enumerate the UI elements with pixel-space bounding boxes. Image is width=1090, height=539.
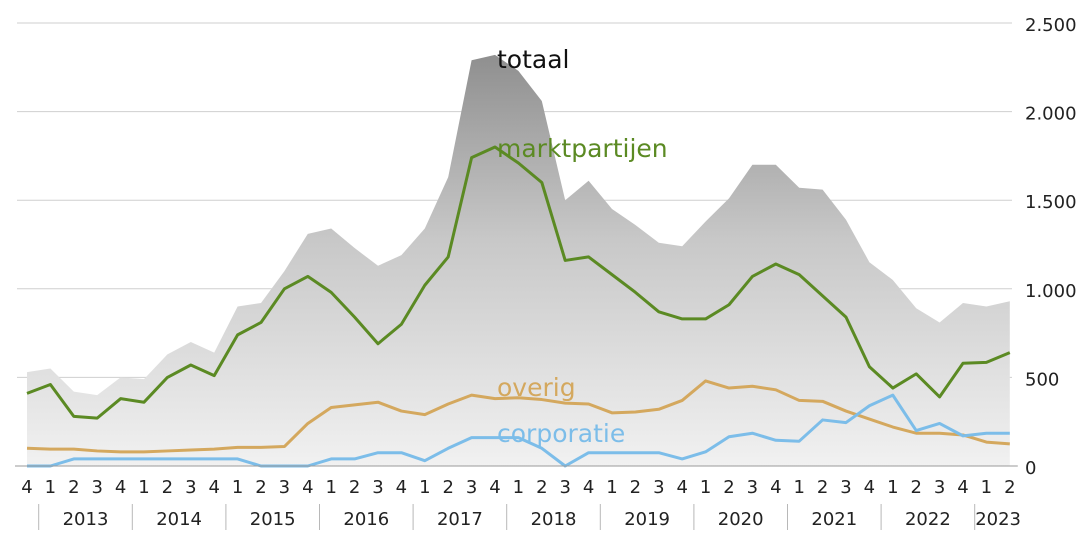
x-tick-label: 2 <box>1004 477 1015 498</box>
series-labels: totaal marktpartijen overig corporatie <box>497 45 668 448</box>
x-tick-label: 3 <box>653 477 664 498</box>
x-tick-label: 3 <box>466 477 477 498</box>
x-tick-label: 3 <box>559 477 570 498</box>
x-tick-label: 3 <box>934 477 945 498</box>
x-year-label: 2021 <box>811 509 857 530</box>
series-label-overig: overig <box>497 373 576 402</box>
x-year-label: 2016 <box>343 509 389 530</box>
x-year-label: 2018 <box>531 509 577 530</box>
x-year-label: 2017 <box>437 509 483 530</box>
x-tick-label: 1 <box>981 477 992 498</box>
x-year-label: 2019 <box>624 509 670 530</box>
y-tick-label: 2.000 <box>1025 104 1077 125</box>
x-tick-label: 4 <box>957 477 968 498</box>
y-tick-label: 2.500 <box>1025 15 1077 36</box>
y-tick-label: 0 <box>1025 458 1036 479</box>
x-tick-label: 4 <box>208 477 219 498</box>
x-tick-label: 2 <box>68 477 79 498</box>
x-tick-label: 3 <box>185 477 196 498</box>
x-tick-label: 3 <box>279 477 290 498</box>
series-area-totaal <box>27 54 1010 467</box>
line-layer <box>26 145 1011 468</box>
x-tick-label: 1 <box>606 477 617 498</box>
x-tick-label: 3 <box>372 477 383 498</box>
x-tick-label: 4 <box>676 477 687 498</box>
x-tick-label: 1 <box>419 477 430 498</box>
series-label-marktpartijen: marktpartijen <box>497 134 668 163</box>
x-tick-label: 1 <box>887 477 898 498</box>
x-tick-label: 1 <box>325 477 336 498</box>
x-tick-label: 4 <box>583 477 594 498</box>
x-year-label: 2022 <box>905 509 951 530</box>
x-tick-label: 2 <box>162 477 173 498</box>
x-tick-label: 2 <box>255 477 266 498</box>
x-tick-label: 1 <box>45 477 56 498</box>
x-tick-label: 2 <box>910 477 921 498</box>
x-tick-label: 4 <box>396 477 407 498</box>
x-year-label: 2014 <box>156 509 202 530</box>
x-tick-label: 1 <box>513 477 524 498</box>
x-year-label: 2020 <box>718 509 764 530</box>
x-tick-label: 3 <box>840 477 851 498</box>
y-tick-label: 1.500 <box>1025 192 1077 213</box>
x-tick-label: 2 <box>723 477 734 498</box>
x-tick-label: 3 <box>91 477 102 498</box>
series-line-corporatie <box>27 393 1010 468</box>
x-tick-label: 2 <box>442 477 453 498</box>
x-tick-label: 4 <box>21 477 32 498</box>
x-tick-label: 4 <box>489 477 500 498</box>
x-tick-label: 2 <box>536 477 547 498</box>
x-tick-label: 2 <box>630 477 641 498</box>
x-tick-label: 2 <box>349 477 360 498</box>
x-year-label: 2023 <box>975 509 1021 530</box>
series-line-marktpartijen <box>26 145 1011 420</box>
x-tick-label: 4 <box>864 477 875 498</box>
x-tick-label: 1 <box>138 477 149 498</box>
x-tick-label: 1 <box>793 477 804 498</box>
x-tick-label: 4 <box>770 477 781 498</box>
x-tick-label: 3 <box>747 477 758 498</box>
series-label-totaal: totaal <box>497 45 570 74</box>
y-tick-label: 1.000 <box>1025 281 1077 302</box>
x-year-label: 2015 <box>250 509 296 530</box>
area-layer <box>27 54 1010 467</box>
series-label-corporatie: corporatie <box>497 419 625 448</box>
y-tick-label: 500 <box>1025 369 1059 390</box>
x-tick-label: 4 <box>115 477 126 498</box>
x-tick-label: 1 <box>232 477 243 498</box>
x-year-label: 2013 <box>63 509 109 530</box>
x-tick-label: 2 <box>817 477 828 498</box>
x-tick-label: 1 <box>700 477 711 498</box>
x-tick-label: 4 <box>302 477 313 498</box>
series-line-overig <box>26 379 1010 454</box>
